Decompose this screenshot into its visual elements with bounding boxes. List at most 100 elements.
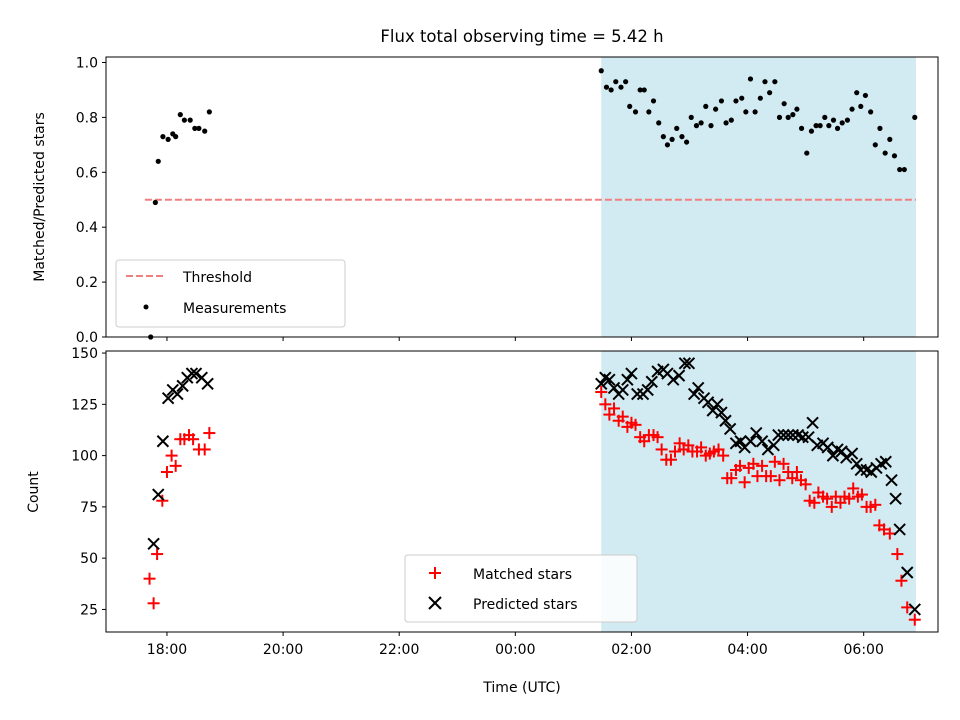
measurement-point xyxy=(155,158,161,164)
measurement-point xyxy=(613,79,619,85)
measurements-series xyxy=(148,68,918,340)
measurement-point xyxy=(858,103,864,110)
legend-predicted-label: Predicted stars xyxy=(473,597,578,613)
measurement-point xyxy=(849,106,855,112)
top-y-ticks: 0.0 0.2 0.4 0.6 0.8 1.0 xyxy=(76,55,106,346)
predicted-star-point xyxy=(889,492,902,505)
measurement-point xyxy=(646,109,652,115)
measurement-point xyxy=(798,125,805,131)
predicted-star-point xyxy=(189,367,203,380)
predicted-star-point xyxy=(750,426,763,440)
measurement-point xyxy=(608,87,614,93)
matched-star-point xyxy=(843,492,856,505)
matched-star-point xyxy=(777,457,790,470)
matched-star-point xyxy=(712,443,725,456)
predicted-star-point xyxy=(171,387,184,401)
measurement-point xyxy=(196,125,202,131)
predicted-star-point xyxy=(734,435,747,448)
matched-star-point xyxy=(895,574,908,587)
top-y-tick-label: 0.2 xyxy=(76,275,98,291)
predicted-star-point xyxy=(672,369,686,382)
measurement-point xyxy=(733,98,739,104)
predicted-star-point xyxy=(641,383,654,397)
bottom-x-tick-label: 06:00 xyxy=(844,642,884,658)
measurement-point xyxy=(822,114,828,120)
measurement-point xyxy=(698,120,704,126)
top-y-axis-label: Matched/Predicted stars xyxy=(32,112,48,282)
predicted-star-point xyxy=(835,445,848,458)
measurement-point xyxy=(674,125,680,131)
measurement-point xyxy=(598,68,604,74)
measurement-point xyxy=(834,125,841,131)
chart-title: Flux total observing time = 5.42 h xyxy=(380,27,663,46)
measurement-point xyxy=(152,199,158,206)
measurement-point xyxy=(854,90,860,96)
predicted-star-point xyxy=(687,387,701,401)
predicted-star-point xyxy=(176,379,189,393)
matched-star-point xyxy=(651,431,664,444)
bottom-x-tick-label: 00:00 xyxy=(495,642,535,658)
measurement-point xyxy=(713,106,719,112)
bottom-y-tick-label: 75 xyxy=(80,500,98,516)
predicted-star-point xyxy=(645,375,658,388)
measurement-point xyxy=(623,79,629,85)
matched-star-point xyxy=(655,443,668,456)
predicted-star-point xyxy=(786,428,800,442)
matched-star-point xyxy=(595,386,608,399)
measurement-point xyxy=(664,142,671,148)
top-y-tick-label: 0.4 xyxy=(76,220,98,236)
legend-measurements-swatch xyxy=(143,304,149,310)
legend-matched-label: Matched stars xyxy=(473,567,572,583)
matched-star-point xyxy=(717,449,730,462)
predicted-star-point xyxy=(908,603,921,616)
predicted-star-point xyxy=(840,451,853,464)
legend-predicted-swatch xyxy=(428,596,442,610)
matched-star-point xyxy=(599,398,612,411)
predicted-star-point xyxy=(901,566,914,579)
matched-star-point xyxy=(725,472,738,485)
legend-measurements-label: Measurements xyxy=(183,301,286,317)
top-x-ticks xyxy=(166,337,865,341)
measurement-point xyxy=(912,114,918,120)
measurement-point xyxy=(632,109,639,115)
predicted-star-point xyxy=(879,455,892,468)
measurement-point xyxy=(882,150,888,156)
predicted-star-point xyxy=(161,391,175,405)
matched-star-point xyxy=(786,472,799,485)
matched-star-point xyxy=(187,433,200,446)
bottom-y-tick-label: 125 xyxy=(71,397,98,413)
measurement-point xyxy=(794,106,800,112)
legend-threshold-label: Threshold xyxy=(182,270,252,286)
matched-star-point xyxy=(738,476,751,489)
measurement-point xyxy=(206,109,212,115)
top-legend-box xyxy=(115,259,346,328)
predicted-star-point xyxy=(761,443,775,456)
measurement-point xyxy=(160,134,166,140)
top-shaded-region xyxy=(601,57,916,337)
matched-star-point xyxy=(847,482,860,495)
measurement-point xyxy=(723,120,729,126)
measurement-point xyxy=(877,125,883,131)
matched-star-point xyxy=(825,500,838,513)
top-panel: 0.0 0.2 0.4 0.6 0.8 1.0 Matched/Predicted sta… xyxy=(32,55,939,346)
measurement-point xyxy=(718,98,725,104)
bottom-y-axis-label: Count xyxy=(26,471,42,513)
predicted-star-point xyxy=(678,357,692,370)
top-y-tick-label: 0.6 xyxy=(76,165,98,181)
bottom-legend-box xyxy=(404,554,638,623)
matched-star-point xyxy=(616,410,629,423)
matched-star-point xyxy=(834,496,847,509)
measurement-point xyxy=(790,112,796,118)
predicted-star-point xyxy=(781,428,795,442)
predicted-star-point xyxy=(796,430,809,444)
measurement-point xyxy=(656,120,662,126)
bottom-y-tick-label: 50 xyxy=(80,551,98,567)
matched-star-point xyxy=(891,548,904,561)
predicted-star-point xyxy=(885,474,898,487)
bottom-x-tick-label: 04:00 xyxy=(727,642,767,658)
top-axes-frame xyxy=(105,56,939,338)
predicted-star-point xyxy=(631,387,644,401)
predicted-star-point xyxy=(147,537,160,551)
bottom-legend: Matched stars Predicted stars xyxy=(404,554,638,623)
